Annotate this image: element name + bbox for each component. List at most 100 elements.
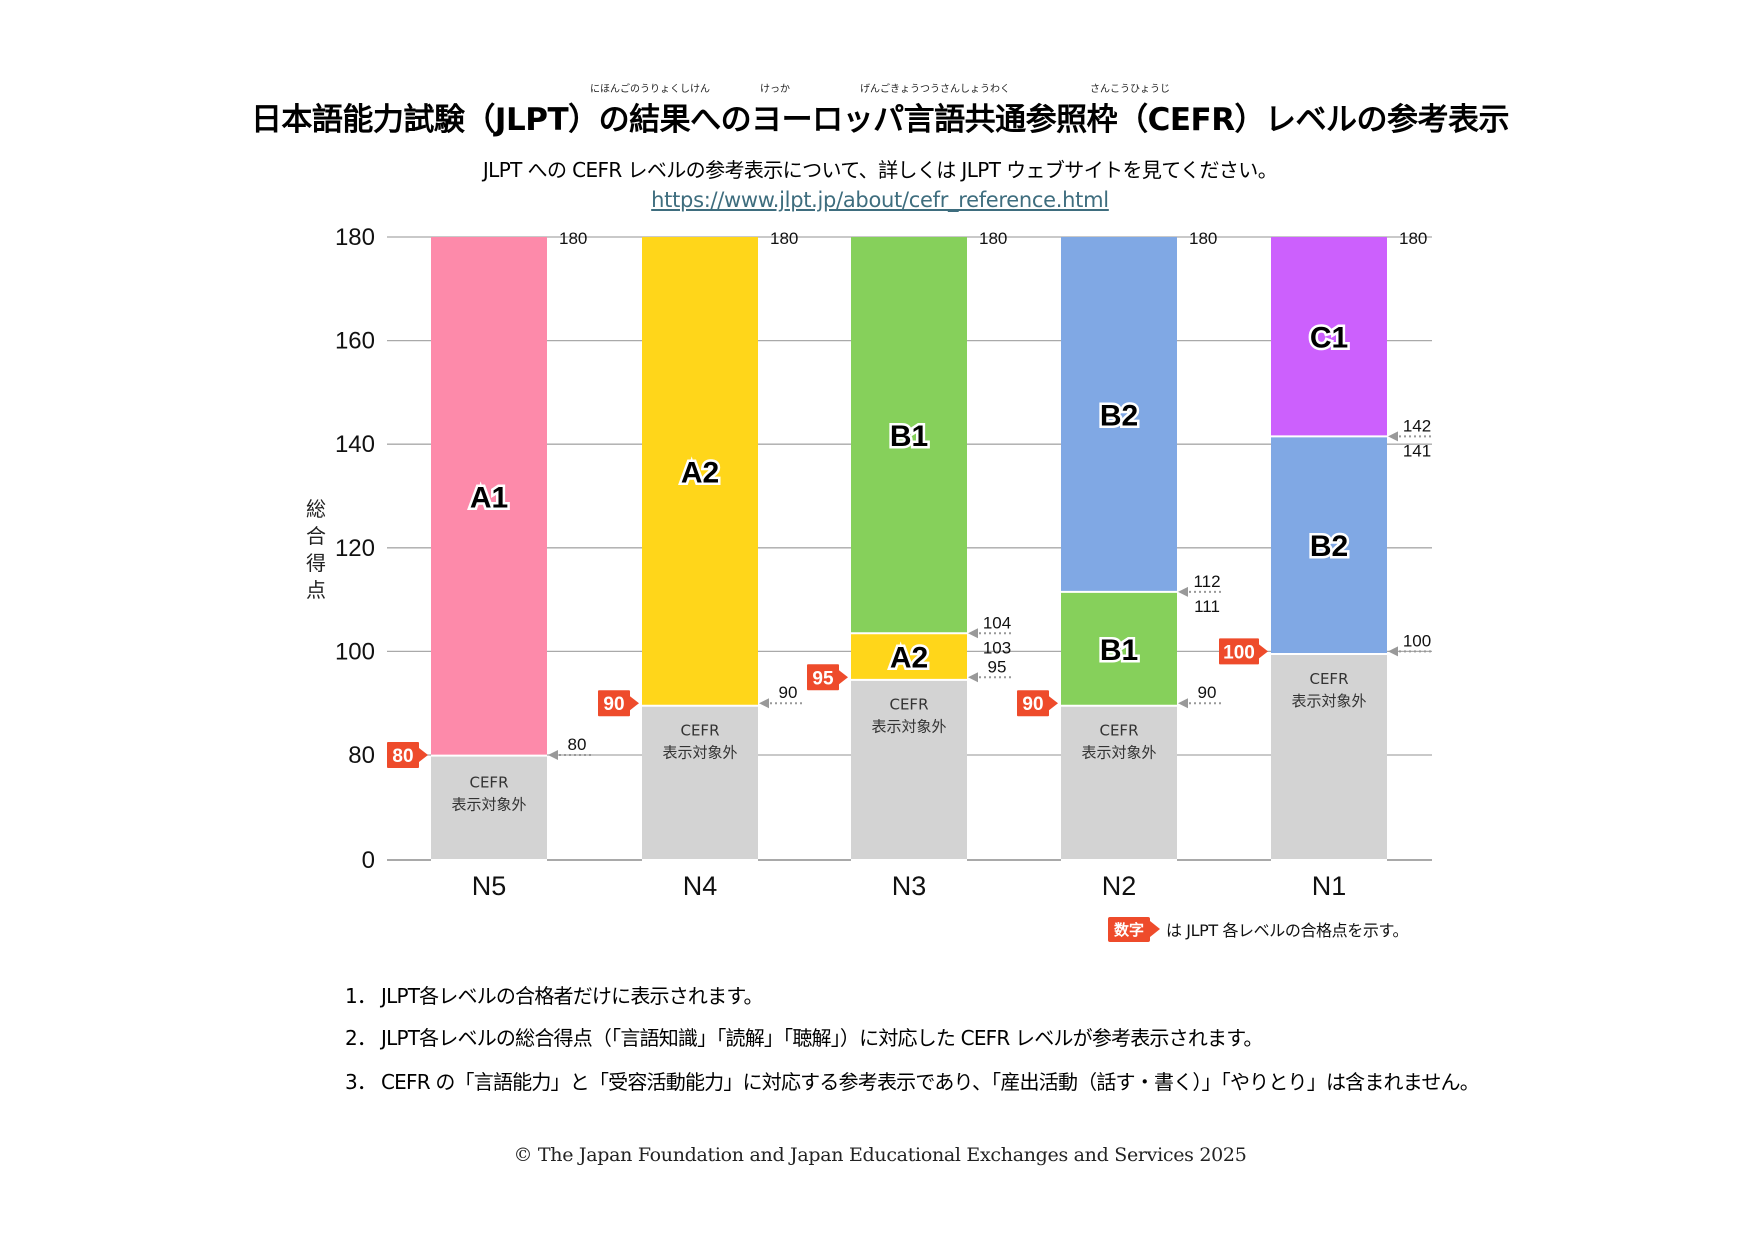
bar-segment-n1-c1 [1271, 237, 1387, 437]
arrow-icon [1388, 646, 1398, 657]
boundary-value: 80 [568, 735, 587, 754]
excluded-label: 表示対象外 [871, 718, 946, 736]
cefr-level-label: C1 [1310, 322, 1348, 355]
arrow-icon [759, 698, 769, 709]
pass-mark-value: 95 [812, 668, 834, 689]
bar-segment-n2-b1 [1061, 591, 1177, 706]
excluded-label: CEFR [1309, 670, 1348, 688]
cefr-level-label: A2 [890, 642, 928, 675]
boundary-value: 100 [1403, 631, 1431, 650]
title-furigana: にほんごのうりょくしけん けっか げんごきょうつうさんしょうわく さんこうひょう… [590, 84, 1170, 95]
excluded-label: 表示対象外 [451, 795, 526, 813]
note-text: JLPT各レベルの総合得点（「言語知識」「読解」「聴解」）に対応した CEFR … [381, 1026, 1263, 1050]
y-tick-label: 160 [335, 328, 375, 355]
excluded-label: CEFR [1099, 722, 1138, 740]
arrow-icon [1178, 698, 1188, 709]
boundary-value: 95 [988, 657, 1007, 676]
reference-link[interactable]: https://www.jlpt.jp/about/cefr_reference… [651, 188, 1109, 212]
y-axis-label: 得 [306, 551, 326, 575]
bar-segment-n5-a1 [431, 237, 547, 756]
boundary-value-upper: 104 [983, 613, 1011, 632]
legend-badge: 数字 [1108, 916, 1151, 942]
excluded-label: CEFR [469, 773, 508, 791]
excluded-label: 表示対象外 [662, 744, 737, 762]
bar-segment-n2-excluded [1061, 700, 1177, 860]
x-category-label: N4 [683, 871, 718, 901]
pass-mark-value: 90 [603, 694, 624, 715]
page-title: 日本語能力試験（JLPT）の結果へのヨーロッパ言語共通参照枠（CEFR）レベルの… [250, 102, 1510, 138]
pass-mark-arrow-icon [1259, 644, 1268, 659]
pass-mark-arrow-icon [419, 748, 428, 762]
x-category-label: N1 [1312, 871, 1347, 901]
bar-segment-n3-excluded [851, 674, 967, 860]
arrow-icon [968, 672, 978, 683]
cefr-level-label: B1 [890, 420, 928, 453]
bar-segment-n4-excluded [642, 700, 758, 860]
x-category-label: N3 [892, 871, 927, 901]
pass-mark-badge [807, 664, 839, 691]
y-tick-label: 100 [335, 638, 375, 665]
bar-segment-n3-a2 [851, 633, 967, 680]
boundary-value: 90 [779, 683, 798, 702]
boundary-value: 180 [559, 229, 587, 248]
pass-mark-value: 100 [1223, 642, 1255, 663]
boundary-value-lower: 141 [1403, 441, 1431, 460]
y-tick-label: 0 [362, 847, 375, 874]
note-text: CEFR の「言語能力」と「受容活動能力」に対応する参考表示であり、「産出活動（… [381, 1070, 1480, 1094]
note-number: 1． [345, 984, 377, 1008]
subtitle: JLPT への CEFR レベルの参考表示について、詳しくは JLPT ウェブサ… [482, 158, 1278, 182]
pass-mark-badge [387, 742, 419, 768]
excluded-label: 表示対象外 [1291, 692, 1366, 710]
cefr-level-label: B2 [1310, 530, 1348, 563]
legend: 数字 は JLPT 各レベルの合格点を示す。 [1108, 916, 1408, 942]
boundary-value: 180 [1189, 229, 1217, 248]
boundary-value: 90 [1198, 683, 1217, 702]
boundary-value: 180 [770, 229, 798, 248]
cefr-level-label: B2 [1100, 399, 1138, 432]
excluded-label: CEFR [889, 696, 928, 714]
cefr-level-label: A1 [470, 481, 508, 514]
bar-segment-n3-b1 [851, 237, 967, 634]
boundary-value: 180 [1399, 229, 1427, 248]
pass-mark-arrow-icon [1049, 696, 1058, 711]
pass-mark-value: 80 [392, 746, 413, 767]
bar-segment-n2-b2 [1061, 237, 1177, 592]
pass-mark-value: 90 [1022, 694, 1043, 715]
x-category-label: N5 [472, 871, 507, 901]
note-item: 3． CEFR の「言語能力」と「受容活動能力」に対応する参考表示であり、「産出活… [345, 1066, 1480, 1095]
boundary-value: 180 [979, 229, 1007, 248]
y-axis-label: 点 [306, 578, 326, 602]
boundary-value-upper: 142 [1403, 416, 1431, 435]
y-tick-label: 80 [348, 742, 375, 769]
bar-segment-n4-a2 [642, 237, 758, 706]
excluded-label: 表示対象外 [1081, 744, 1156, 762]
legend-text: は JLPT 各レベルの合格点を示す。 [1166, 921, 1409, 940]
pass-mark-arrow-icon [630, 696, 639, 711]
copyright: © The Japan Foundation and Japan Educati… [513, 1144, 1247, 1166]
pass-mark-badge [1017, 690, 1049, 717]
arrow-icon [1388, 431, 1398, 442]
excluded-label: CEFR [680, 722, 719, 740]
boundary-value-upper: 112 [1193, 572, 1220, 591]
bar-segment-n5-excluded [431, 752, 547, 860]
bar-segment-n1-excluded [1271, 648, 1387, 860]
note-item: 1． JLPT各レベルの合格者だけに表示されます。 [345, 980, 764, 1009]
x-category-label: N2 [1102, 871, 1137, 901]
arrow-icon [968, 628, 978, 639]
note-number: 2． [345, 1026, 377, 1050]
note-item: 2． JLPT各レベルの総合得点（「言語知識」「読解」「聴解」）に対応した CEF… [345, 1022, 1263, 1051]
note-number: 3． [345, 1070, 377, 1094]
pass-mark-arrow-icon [839, 670, 848, 685]
cefr-level-label: A2 [681, 456, 719, 489]
y-tick-label: 180 [335, 224, 375, 251]
boundary-value-lower: 103 [983, 638, 1011, 657]
y-tick-label: 120 [335, 535, 375, 562]
arrow-icon [1178, 586, 1188, 597]
pass-mark-badge [1219, 638, 1259, 665]
bar-segment-n1-b2 [1271, 436, 1387, 654]
y-axis-label: 合 [306, 524, 326, 548]
boundary-value-lower: 111 [1194, 597, 1220, 616]
y-tick-label: 140 [335, 431, 375, 458]
arrow-icon [548, 750, 558, 760]
